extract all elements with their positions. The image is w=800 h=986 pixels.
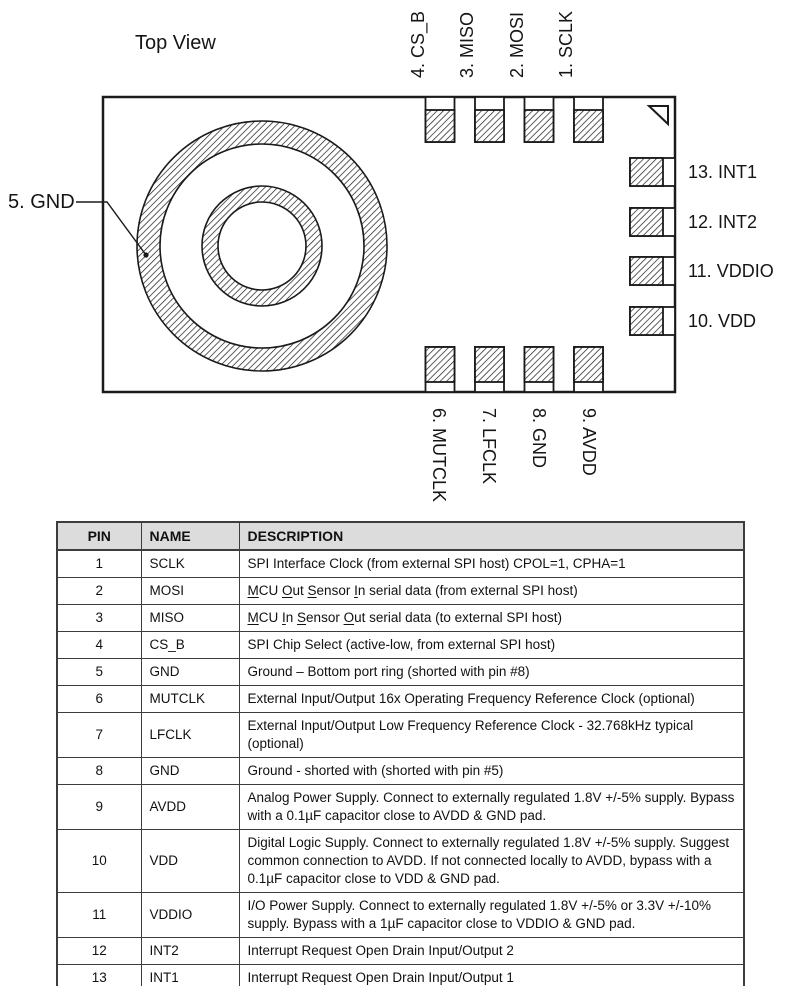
pin-number-cell: 6 <box>56 685 142 713</box>
pin-number-cell: 13 <box>56 964 142 986</box>
pin-number-cell: 10 <box>56 829 142 893</box>
pad-7-lfclk <box>474 346 505 393</box>
pin-name-cell: MUTCLK <box>140 685 240 713</box>
pin-name-cell: VDD <box>140 829 240 893</box>
diagram-title: Top View <box>135 32 216 54</box>
pin-number-cell: 11 <box>56 892 142 938</box>
pin-description-cell: SPI Interface Clock (from external SPI h… <box>238 549 745 578</box>
pad-9-avdd <box>573 346 604 393</box>
pad-2-mosi <box>523 96 555 143</box>
pin-number-cell: 5 <box>56 658 142 686</box>
pin-number-cell: 8 <box>56 757 142 785</box>
pin-label-3-miso: 3. MISO <box>457 11 477 78</box>
table-row: 7 LFCLK External Input/Output Low Frequenc… <box>56 712 745 758</box>
pin-number-cell: 3 <box>56 604 142 632</box>
header-pin: PIN <box>56 521 142 551</box>
pin-description-cell: Interrupt Request Open Drain Input/Outpu… <box>238 937 745 965</box>
pin-name-cell: VDDIO <box>140 892 240 938</box>
chip-top-view-diagram <box>76 95 677 394</box>
table-header-row: PIN NAME DESCRIPTION <box>56 521 745 551</box>
table-row: 6 MUTCLK External Input/Output 16x Operati… <box>56 685 745 713</box>
pad-12-int2 <box>629 207 676 237</box>
pin1-marker-triangle <box>646 105 669 127</box>
pad-11-vddio <box>629 256 676 286</box>
pin-name-cell: MOSI <box>140 577 240 605</box>
table-row: 1 SCLK SPI Interface Clock (from external … <box>56 549 745 578</box>
header-name: NAME <box>140 521 240 551</box>
pin-description-cell: MCU Out Sensor In serial data (from exte… <box>238 577 745 605</box>
pad-6-mutclk <box>424 346 456 393</box>
pin-description-cell: External Input/Output 16x Operating Freq… <box>238 685 745 713</box>
pin-label-9-avdd: 9. AVDD <box>579 408 599 476</box>
table-row: 5 GND Ground – Bottom port ring (shorted w… <box>56 658 745 686</box>
pin-number-cell: 9 <box>56 784 142 830</box>
header-description: DESCRIPTION <box>238 521 745 551</box>
pin-number-cell: 4 <box>56 631 142 659</box>
pin-description-cell: SPI Chip Select (active-low, from extern… <box>238 631 745 659</box>
pin-name-cell: MISO <box>140 604 240 632</box>
table-row: 3 MISO MCU In Sensor Out serial data (to e… <box>56 604 745 632</box>
pin-number-cell: 1 <box>56 549 142 578</box>
pin-label-11-vddio: 11. VDDIO <box>688 261 774 281</box>
pin-name-cell: INT1 <box>140 964 240 986</box>
pad-4-cs_b <box>424 96 456 143</box>
gnd-leader-line <box>76 201 149 258</box>
pin-label-1-sclk: 1. SCLK <box>556 10 576 78</box>
pin-name-cell: GND <box>140 757 240 785</box>
table-row: 12 INT2 Interrupt Request Open Drain Input… <box>56 937 745 965</box>
pin-description-cell: Ground – Bottom port ring (shorted with … <box>238 658 745 686</box>
table-row: 11 VDDIO I/O Power Supply. Connect to exte… <box>56 892 745 938</box>
pin-description-table: PIN NAME DESCRIPTION 1 SCLK SPI Interface … <box>56 521 745 986</box>
pin-name-cell: AVDD <box>140 784 240 830</box>
pin-name-cell: SCLK <box>140 549 240 578</box>
pin-label-8-gnd: 8. GND <box>529 408 549 469</box>
pad-3-miso <box>474 96 505 143</box>
pin-label-2-mosi: 2. MOSI <box>507 11 527 78</box>
pin-name-cell: INT2 <box>140 937 240 965</box>
pin-description-cell: Ground - shorted with (shorted with pin … <box>238 757 745 785</box>
pin-name-cell: GND <box>140 658 240 686</box>
port-ring-outer <box>136 120 388 372</box>
pin-label-5-gnd: 5. GND <box>8 191 75 213</box>
pin-name-cell: CS_B <box>140 631 240 659</box>
pin-description-cell: Digital Logic Supply. Connect to externa… <box>238 829 745 893</box>
table-row: 2 MOSI MCU Out Sensor In serial data (from… <box>56 577 745 605</box>
pin-number-cell: 2 <box>56 577 142 605</box>
table-row: 13 INT1 Interrupt Request Open Drain Input… <box>56 964 745 986</box>
pin-description-cell: I/O Power Supply. Connect to externally … <box>238 892 745 938</box>
pin-label-10-vdd: 10. VDD <box>688 311 757 331</box>
pin-description-cell: External Input/Output Low Frequency Refe… <box>238 712 745 758</box>
pad-1-sclk <box>573 96 604 143</box>
pin-label-7-lfclk: 7. LFCLK <box>479 408 499 485</box>
pin-label-13-int1: 13. INT1 <box>688 162 758 182</box>
pad-13-int1 <box>629 157 676 187</box>
pin-label-12-int2: 12. INT2 <box>688 212 758 232</box>
pin-table-body: 1 SCLK SPI Interface Clock (from external … <box>56 549 745 986</box>
pin-label-4-cs_b: 4. CS_B <box>408 10 428 78</box>
pin-description-cell: MCU In Sensor Out serial data (to extern… <box>238 604 745 632</box>
pin-number-cell: 7 <box>56 712 142 758</box>
pad-8-gnd <box>523 346 555 393</box>
pin-description-cell: Interrupt Request Open Drain Input/Outpu… <box>238 964 745 986</box>
table-row: 9 AVDD Analog Power Supply. Connect to ext… <box>56 784 745 830</box>
pin-label-6-mutclk: 6. MUTCLK <box>429 408 449 503</box>
pin-description-cell: Analog Power Supply. Connect to external… <box>238 784 745 830</box>
table-row: 10 VDD Digital Logic Supply. Connect to ex… <box>56 829 745 893</box>
pad-10-vdd <box>629 306 676 336</box>
table-row: 8 GND Ground - shorted with (shorted with … <box>56 757 745 785</box>
pin-name-cell: LFCLK <box>140 712 240 758</box>
pin-number-cell: 12 <box>56 937 142 965</box>
table-row: 4 CS_B SPI Chip Select (active-low, from e… <box>56 631 745 659</box>
port-ring-inner <box>201 185 323 307</box>
